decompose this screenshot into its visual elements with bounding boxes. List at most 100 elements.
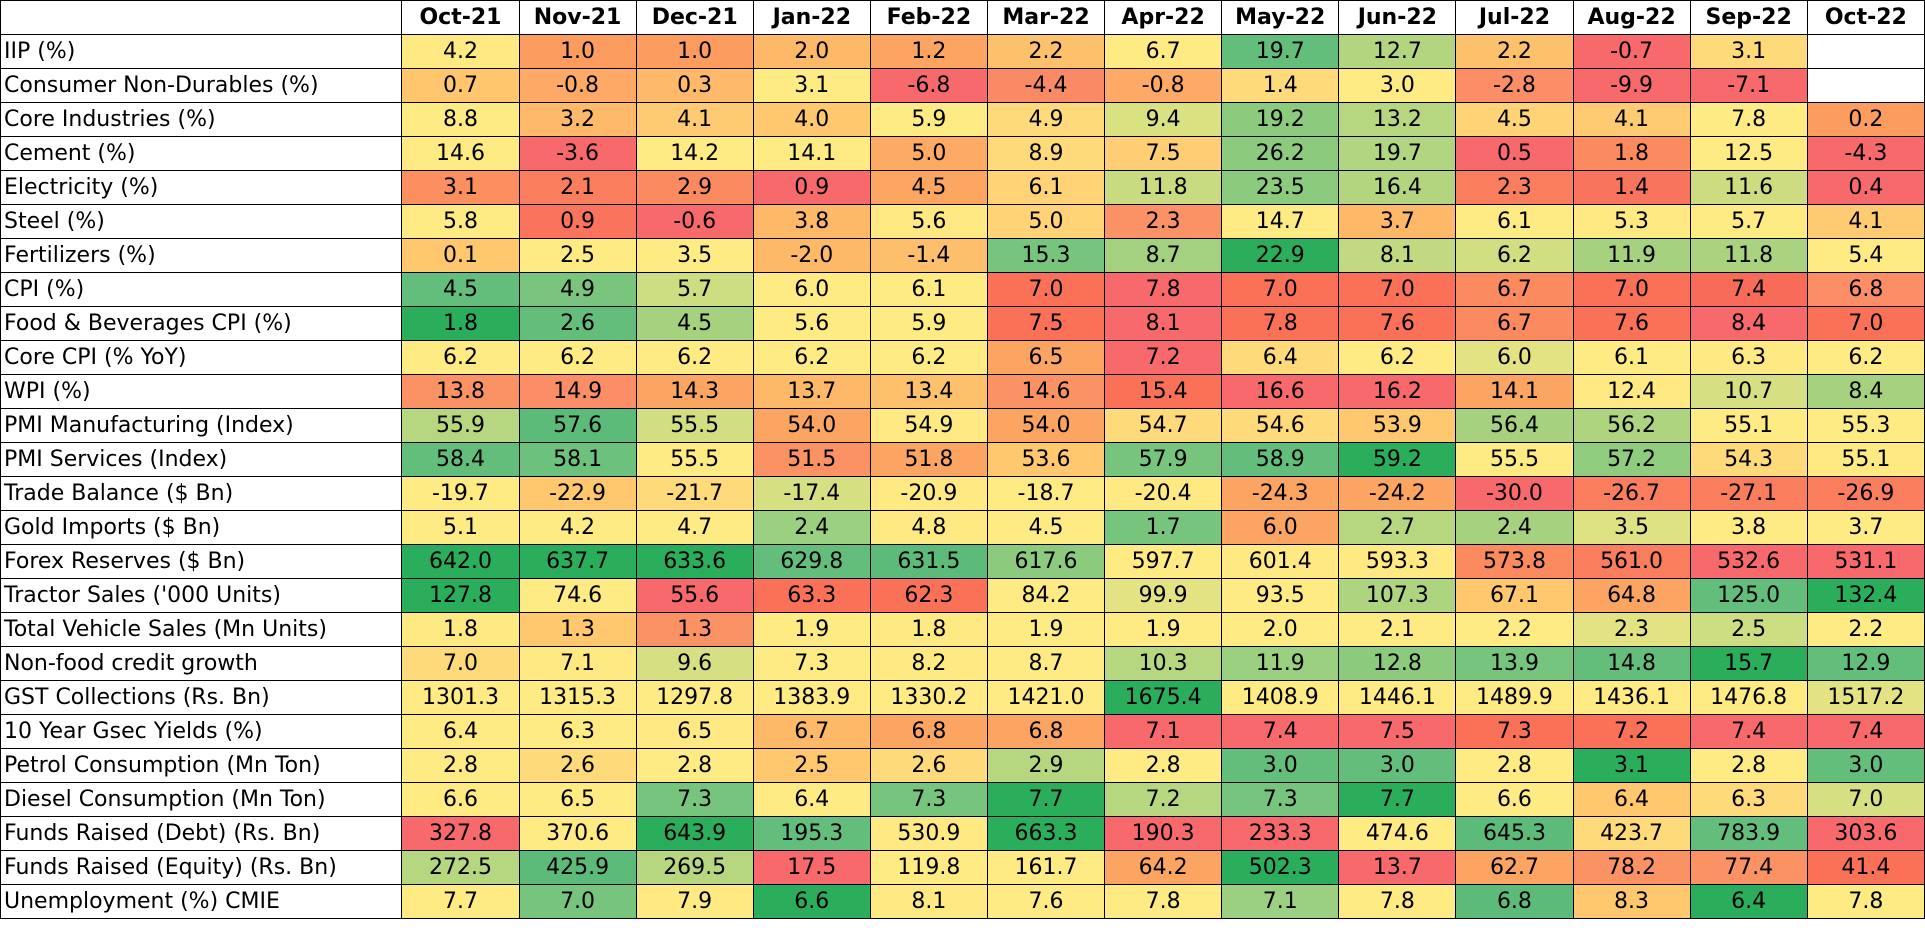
heat-cell: 3.5: [1572, 510, 1691, 545]
heat-cell: 4.8: [869, 510, 988, 545]
heat-cell: 7.2: [1572, 714, 1691, 749]
heat-cell: 8.9: [986, 136, 1106, 171]
heat-cell: 5.6: [869, 204, 988, 239]
heat-cell: -4.4: [986, 68, 1106, 103]
heat-cell: 6.1: [1455, 204, 1574, 239]
month-header: Jan-22: [752, 0, 871, 35]
heat-cell: -9.9: [1572, 68, 1691, 103]
table-row: Consumer Non-Durables (%) 0.7 -0.8 0.3 3.1 -6…: [0, 68, 1925, 103]
heat-cell: 54.0: [752, 408, 871, 443]
heat-cell: 14.6: [401, 136, 520, 171]
table-row: PMI Manufacturing (Index) 55.9 57.6 55.5 54.…: [0, 408, 1925, 443]
heat-cell: -24.3: [1221, 476, 1340, 511]
heat-cell: 125.0: [1689, 578, 1808, 613]
heat-cell: 6.4: [752, 782, 871, 817]
heat-cell: 593.3: [1338, 544, 1457, 579]
heat-cell: 6.0: [1221, 510, 1340, 545]
heat-cell: 643.9: [635, 816, 754, 851]
heat-cell: 6.6: [752, 884, 871, 919]
heat-cell: 6.1: [1572, 340, 1691, 375]
heat-cell: 26.2: [1221, 136, 1340, 171]
heat-cell: 12.7: [1338, 34, 1457, 69]
heat-cell: 474.6: [1338, 816, 1457, 851]
heat-cell: 7.8: [1221, 306, 1340, 341]
heat-cell: -0.8: [518, 68, 637, 103]
heat-cell: 3.8: [752, 204, 871, 239]
heat-cell: 561.0: [1572, 544, 1691, 579]
month-header: Jun-22: [1338, 0, 1457, 35]
row-label: Unemployment (%) CMIE: [0, 884, 403, 919]
heat-cell: 6.3: [1689, 782, 1808, 817]
heat-cell: 1.9: [1104, 612, 1223, 647]
heat-cell: 62.7: [1455, 850, 1574, 885]
heat-cell: 7.5: [1104, 136, 1223, 171]
heat-cell: 14.1: [1455, 374, 1574, 409]
heat-cell: 3.7: [1806, 510, 1925, 545]
heat-cell: 3.1: [752, 68, 871, 103]
heat-cell: 2.6: [518, 748, 637, 783]
heat-cell: 3.7: [1338, 204, 1457, 239]
heat-cell: 601.4: [1221, 544, 1340, 579]
heat-cell: 7.0: [1338, 272, 1457, 307]
heat-cell: 5.6: [752, 306, 871, 341]
heat-cell: 423.7: [1572, 816, 1691, 851]
heat-cell: 5.0: [986, 204, 1106, 239]
heat-cell: -27.1: [1689, 476, 1808, 511]
heat-cell: 57.2: [1572, 442, 1691, 477]
heat-cell: 3.0: [1338, 748, 1457, 783]
heat-cell: 6.3: [518, 714, 637, 749]
heat-cell: 63.3: [752, 578, 871, 613]
heat-cell: 56.2: [1572, 408, 1691, 443]
heat-cell: 1.9: [986, 612, 1106, 647]
row-label: PMI Manufacturing (Index): [0, 408, 403, 443]
heat-cell: 11.9: [1572, 238, 1691, 273]
heat-cell: 7.5: [986, 306, 1106, 341]
heat-cell: 19.7: [1338, 136, 1457, 171]
heat-cell: 2.4: [1455, 510, 1574, 545]
heat-cell: 7.0: [1572, 272, 1691, 307]
heat-cell: 1675.4: [1104, 680, 1223, 715]
heat-cell: 4.5: [869, 170, 988, 205]
heat-cell: 532.6: [1689, 544, 1808, 579]
heat-cell: 55.1: [1806, 442, 1925, 477]
table-row: Gold Imports ($ Bn) 5.1 4.2 4.7 2.4 4.8 4.5 1.7…: [0, 510, 1925, 545]
heat-cell: 51.8: [869, 442, 988, 477]
heat-cell: 1517.2: [1806, 680, 1925, 715]
heat-cell: 15.7: [1689, 646, 1808, 681]
heat-cell: 2.7: [1338, 510, 1457, 545]
row-label: PMI Services (Index): [0, 442, 403, 477]
heat-cell: 11.9: [1221, 646, 1340, 681]
heat-cell: 12.5: [1689, 136, 1808, 171]
row-label: Petrol Consumption (Mn Ton): [0, 748, 403, 783]
heat-cell: 6.8: [1806, 272, 1925, 307]
heat-cell: 8.4: [1689, 306, 1808, 341]
heat-cell: 1436.1: [1572, 680, 1691, 715]
heat-cell: 57.9: [1104, 442, 1223, 477]
table-row: CPI (%) 4.5 4.9 5.7 6.0 6.1 7.0 7.8 7.0 7.0 6.7 7.0…: [0, 272, 1925, 307]
heat-cell: 1421.0: [986, 680, 1106, 715]
month-header: Apr-22: [1104, 0, 1223, 35]
row-label: Trade Balance ($ Bn): [0, 476, 403, 511]
row-label: Cement (%): [0, 136, 403, 171]
table-row: PMI Services (Index) 58.4 58.1 55.5 51.5 51.8…: [0, 442, 1925, 477]
heat-cell: 2.5: [518, 238, 637, 273]
heat-cell: 62.3: [869, 578, 988, 613]
table-row: Trade Balance ($ Bn) -19.7 -22.9 -21.7 -17.4…: [0, 476, 1925, 511]
heat-cell: 272.5: [401, 850, 520, 885]
heat-cell: 783.9: [1689, 816, 1808, 851]
row-label: Core CPI (% YoY): [0, 340, 403, 375]
month-header: Sep-22: [1689, 0, 1808, 35]
heat-cell: 23.5: [1221, 170, 1340, 205]
row-label: 10 Year Gsec Yields (%): [0, 714, 403, 749]
heat-cell: 6.4: [1572, 782, 1691, 817]
heat-cell: 54.3: [1689, 442, 1808, 477]
heat-cell: 7.5: [1338, 714, 1457, 749]
corner-cell: [0, 0, 403, 35]
heat-cell: 55.6: [635, 578, 754, 613]
heat-cell: -1.4: [869, 238, 988, 273]
heat-cell: 7.2: [1104, 782, 1223, 817]
heat-cell: 233.3: [1221, 816, 1340, 851]
heat-cell: 5.3: [1572, 204, 1691, 239]
heat-cell: 7.8: [1338, 884, 1457, 919]
heat-cell: 2.1: [518, 170, 637, 205]
